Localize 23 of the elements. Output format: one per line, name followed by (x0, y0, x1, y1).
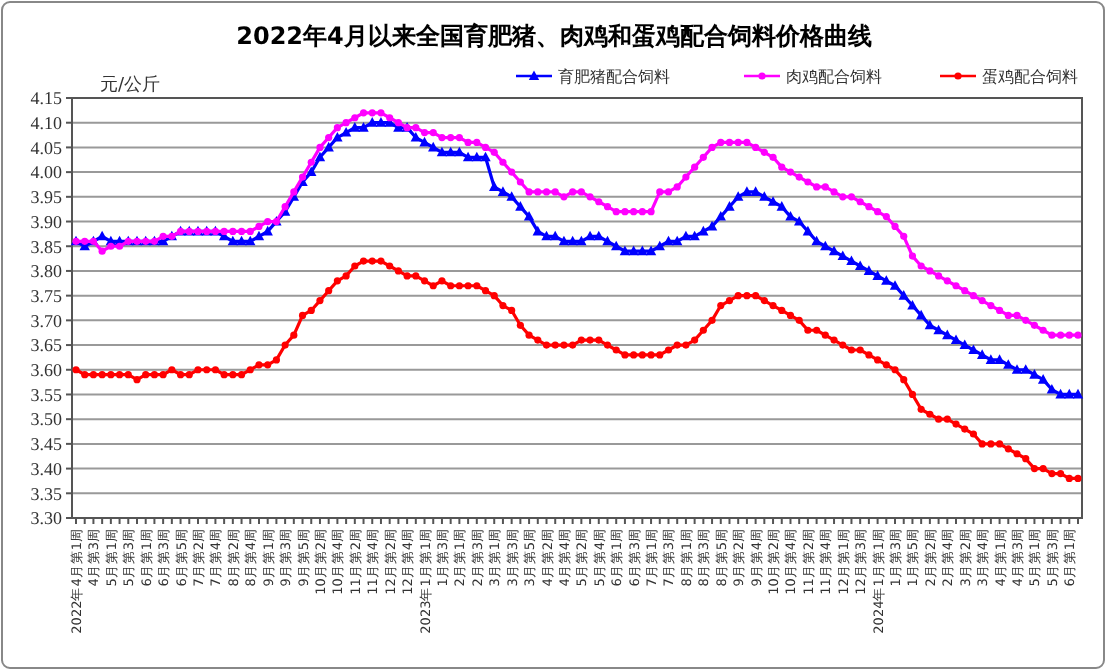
y-tick-label: 3.70 (30, 310, 63, 331)
y-tick-label: 4.10 (30, 113, 63, 134)
y-tick-label: 4.05 (30, 137, 63, 158)
y-tick-label: 3.45 (30, 434, 63, 455)
chart-title: 2022年4月以来全国育肥猪、肉鸡和蛋鸡配合饲料价格曲线 (236, 22, 872, 50)
y-tick-label: 3.50 (30, 409, 63, 430)
y-axis-title: 元/公斤 (100, 74, 161, 96)
y-tick-label: 3.90 (30, 211, 63, 232)
y-tick-label: 3.80 (30, 261, 63, 282)
y-tick-label: 4.15 (30, 88, 63, 109)
y-tick-label: 3.40 (30, 458, 63, 479)
legend-label: 蛋鸡配合饲料 (982, 67, 1078, 86)
y-tick-label: 3.35 (30, 483, 63, 504)
legend-label: 育肥猪配合饲料 (558, 67, 670, 86)
y-tick-label: 4.00 (30, 162, 63, 183)
y-tick-label: 3.60 (30, 360, 63, 381)
y-tick-label: 3.30 (30, 508, 63, 529)
y-tick-label: 3.75 (30, 285, 63, 306)
y-tick-label: 3.85 (30, 236, 63, 257)
legend-label: 肉鸡配合饲料 (786, 67, 882, 86)
y-tick-label: 3.65 (30, 335, 63, 356)
y-tick-label: 3.55 (30, 384, 63, 405)
y-tick-label: 3.95 (30, 187, 63, 208)
